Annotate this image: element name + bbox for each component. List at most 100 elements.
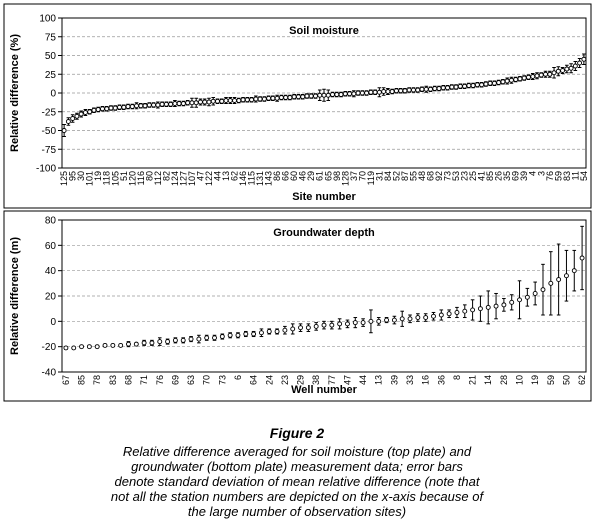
- point: [79, 344, 85, 350]
- point: [368, 318, 374, 324]
- x-tick-label: 30: [76, 171, 86, 181]
- x-tick-label: 131: [255, 171, 265, 186]
- x-tick-label: 82: [161, 171, 171, 181]
- point: [290, 326, 296, 332]
- y-tick-label: 100: [39, 14, 56, 25]
- x-tick-label: 50: [561, 375, 571, 385]
- x-tick-label: 21: [468, 375, 478, 385]
- x-tick-label: 38: [311, 375, 321, 385]
- x-tick-label: 19: [93, 171, 103, 181]
- point: [579, 255, 585, 261]
- point: [138, 103, 144, 109]
- x-tick-label: 54: [579, 171, 589, 181]
- point: [517, 297, 522, 303]
- x-tick-label: 52: [391, 171, 401, 181]
- point: [142, 103, 148, 109]
- point: [188, 336, 194, 342]
- point: [571, 268, 577, 274]
- x-tick-label: 62: [230, 171, 240, 181]
- point: [438, 312, 444, 318]
- point: [446, 311, 452, 317]
- point: [440, 85, 446, 91]
- y-tick-label: 50: [45, 51, 57, 62]
- point: [483, 81, 489, 87]
- point: [457, 83, 463, 89]
- point: [419, 86, 425, 92]
- point: [479, 82, 485, 88]
- x-tick-label: 31: [374, 171, 384, 181]
- point: [159, 101, 165, 107]
- point: [509, 299, 515, 305]
- point: [193, 100, 199, 106]
- point: [423, 315, 429, 320]
- point: [215, 98, 220, 104]
- x-tick-label: 128: [340, 171, 350, 186]
- x-tick-label: 76: [155, 375, 165, 385]
- point: [86, 344, 92, 350]
- x-tick-label: 83: [108, 375, 118, 385]
- x-tick-label: 23: [460, 171, 470, 181]
- point: [313, 93, 318, 99]
- point: [198, 99, 203, 105]
- x-tick-label: 41: [477, 171, 487, 181]
- point: [70, 116, 76, 121]
- point: [125, 104, 131, 109]
- point: [359, 90, 365, 96]
- point: [548, 280, 554, 286]
- point: [330, 92, 335, 97]
- point: [196, 336, 202, 342]
- point: [381, 89, 387, 94]
- x-tick-label: 24: [264, 375, 274, 385]
- point: [283, 95, 289, 100]
- y-tick-label: -50: [42, 126, 57, 137]
- point: [415, 87, 421, 93]
- point: [249, 97, 255, 103]
- x-tick-label: 37: [349, 171, 359, 181]
- x-tick-label: 14: [483, 375, 493, 385]
- x-tick-label: 3: [536, 171, 546, 176]
- x-axis-label: Well number: [291, 384, 358, 396]
- point: [508, 77, 514, 83]
- point: [462, 83, 468, 89]
- point: [244, 97, 250, 103]
- point: [180, 337, 186, 343]
- y-tick-label: -40: [42, 368, 57, 379]
- point: [236, 98, 242, 103]
- point: [305, 325, 311, 331]
- point: [540, 287, 546, 293]
- point: [538, 72, 544, 78]
- panel-border: [3, 210, 592, 402]
- x-tick-label: 39: [389, 375, 399, 385]
- point: [151, 102, 157, 108]
- caption-line: not all the station numbers are depicted…: [111, 489, 485, 504]
- point: [219, 334, 225, 339]
- x-tick-label: 105: [110, 171, 120, 186]
- x-tick-label: 85: [77, 375, 87, 385]
- point: [134, 103, 140, 109]
- point: [157, 339, 163, 345]
- y-tick-label: 0: [50, 317, 56, 328]
- panel-border: [3, 3, 592, 209]
- point: [100, 106, 105, 112]
- point: [526, 74, 531, 80]
- y-tick-label: 20: [45, 292, 57, 303]
- x-tick-label: 11: [570, 171, 580, 180]
- x-tick-label: 101: [85, 171, 95, 186]
- y-axis-label: Relative difference (%): [9, 34, 21, 152]
- point: [432, 86, 438, 91]
- x-tick-label: 65: [323, 171, 333, 181]
- point: [393, 88, 399, 94]
- x-tick-label: 73: [217, 375, 227, 385]
- point: [462, 308, 468, 314]
- point: [372, 89, 378, 95]
- point: [278, 95, 284, 100]
- point: [133, 341, 139, 347]
- point: [74, 113, 80, 119]
- point: [295, 94, 301, 100]
- chart-title: Soil moisture: [289, 25, 359, 37]
- point: [274, 329, 280, 334]
- point: [360, 320, 366, 326]
- point: [180, 101, 186, 106]
- point: [543, 71, 548, 77]
